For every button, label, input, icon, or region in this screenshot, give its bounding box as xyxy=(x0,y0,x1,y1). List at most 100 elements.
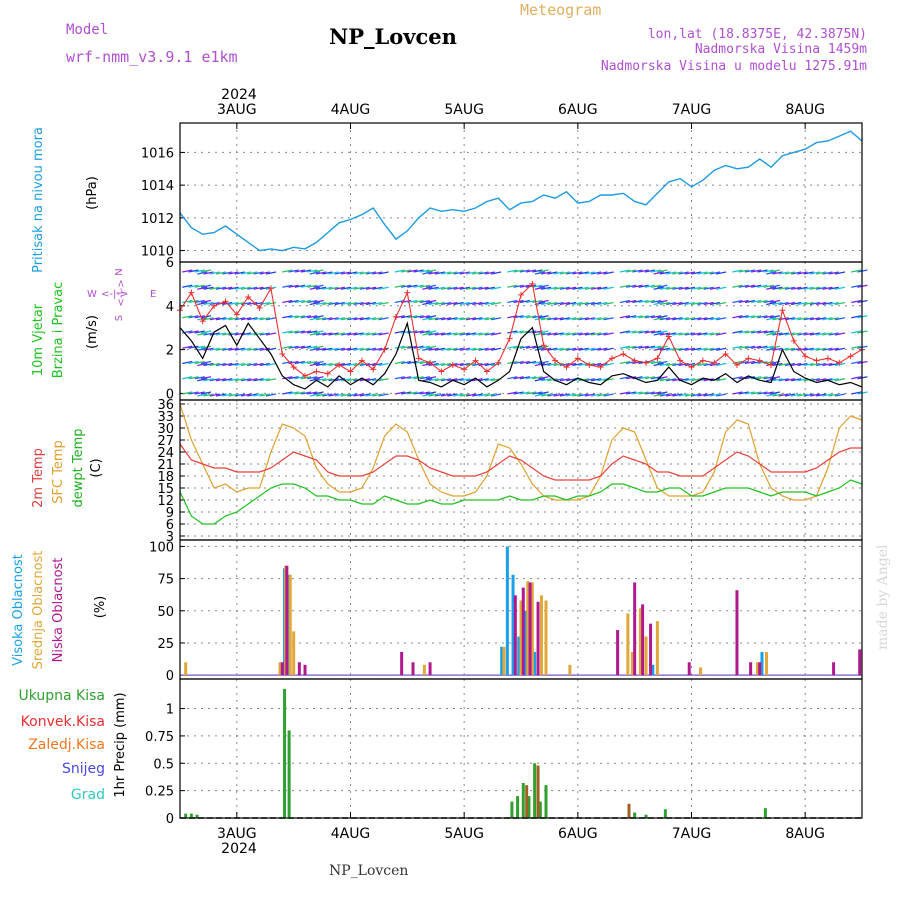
wind-arrow xyxy=(419,269,430,273)
temp-ylabel-1: 2m Temp xyxy=(31,448,46,508)
wind-arrow xyxy=(578,332,589,336)
wind-arrow xyxy=(553,347,564,351)
wind-arrow xyxy=(407,391,418,395)
wind-arrow xyxy=(240,271,252,275)
wind-arrow xyxy=(394,391,405,395)
wind-arrow xyxy=(447,317,458,321)
wind-arrow xyxy=(465,271,477,275)
wind-arrow xyxy=(519,391,530,395)
wind-arrow xyxy=(519,315,530,319)
cloud-bar-low xyxy=(649,623,653,676)
wind-arrow xyxy=(378,332,389,336)
wind-arrow xyxy=(651,391,662,395)
wind-arrow xyxy=(194,330,205,334)
wind-arrow xyxy=(307,284,318,288)
wind-arrow xyxy=(732,376,743,380)
wind-arrow xyxy=(313,299,324,304)
wind-arrow xyxy=(309,347,320,351)
cloud-bar-low xyxy=(758,662,762,676)
wind-arrow xyxy=(240,393,252,397)
wind-arrow xyxy=(553,393,564,397)
wind-arrow xyxy=(651,269,662,273)
wind-arrow xyxy=(619,269,631,273)
wind-arrow xyxy=(732,284,743,288)
t2m-line xyxy=(179,443,862,481)
wind-arrow xyxy=(644,330,656,334)
wind-arrow xyxy=(525,315,537,319)
wind-arrow xyxy=(440,332,452,336)
wind-arrow xyxy=(769,269,781,273)
wind-arrow xyxy=(194,376,205,380)
wind-arrow xyxy=(315,317,327,321)
wind-arrow xyxy=(566,393,577,397)
wind-arrow xyxy=(791,286,802,290)
wind-arrow xyxy=(247,286,258,290)
wind-arrow xyxy=(584,271,596,275)
wind-arrow xyxy=(334,332,345,336)
wind-arrow xyxy=(619,299,631,304)
cloud-unit: (%) xyxy=(93,596,108,619)
wind-arrow xyxy=(709,301,721,306)
legend-snow: Snijeg xyxy=(62,761,105,777)
wind-arrow xyxy=(422,332,433,336)
wind-arrow xyxy=(653,271,664,275)
wind-arrow xyxy=(751,299,762,304)
wind-arrow xyxy=(766,286,777,290)
wind-arrow xyxy=(525,360,537,365)
wind-arrow xyxy=(763,269,774,273)
x-tick-label-top: 3AUG xyxy=(217,102,257,118)
wind-arrow xyxy=(547,393,558,397)
wind-arrow xyxy=(347,332,358,336)
wind-arrow xyxy=(578,317,589,321)
wind-arrow xyxy=(228,347,239,351)
wind-arrow xyxy=(584,286,596,290)
wind-arrow xyxy=(738,391,749,395)
y-tick-label: 2 xyxy=(166,344,174,359)
wind-arrow xyxy=(422,317,433,321)
wind-arrow xyxy=(651,315,662,319)
wind-arrow xyxy=(453,378,464,382)
wind-arrow xyxy=(822,301,833,306)
cloud-bar-low xyxy=(616,630,620,676)
wind-arrow xyxy=(691,347,702,351)
wind-arrow xyxy=(578,301,589,306)
wind-ylabel-1: 10m Vjetar xyxy=(31,303,46,376)
wind-arrow xyxy=(490,301,502,306)
wind-arrow xyxy=(738,345,749,349)
wind-arrow xyxy=(519,376,530,380)
cloud-ylabel-3: Niska Oblacnost xyxy=(51,558,66,663)
wind-arrow xyxy=(816,393,827,397)
wind-arrow xyxy=(803,332,814,336)
yaxis-pressure: 1010 1012 1014 1016 xyxy=(141,146,862,260)
y-tick-label: 6 xyxy=(166,518,174,533)
precip-bar-total xyxy=(527,796,531,818)
wind-arrow xyxy=(732,345,743,349)
wind-arrow xyxy=(328,347,339,351)
wind-arrow xyxy=(591,271,602,275)
wind-arrow xyxy=(525,284,537,288)
wind-arrow xyxy=(307,376,318,380)
wind-arrow xyxy=(259,317,270,321)
wind-arrow xyxy=(678,332,689,336)
wind-arrow xyxy=(659,362,671,367)
wind-arrow xyxy=(507,284,518,288)
wind-arrow xyxy=(419,376,430,380)
wind-arrow xyxy=(651,284,662,288)
wind-arrow xyxy=(334,393,345,397)
wind-arrow xyxy=(697,362,708,367)
wind-arrow xyxy=(209,378,220,382)
wind-arrow xyxy=(347,393,358,397)
wind-arrow xyxy=(253,378,264,382)
wind-arrow xyxy=(603,286,614,290)
wind-arrow xyxy=(816,332,827,336)
wind-arrow xyxy=(684,378,696,382)
wind-arrow xyxy=(394,284,405,288)
wind-arrow xyxy=(372,271,383,275)
wind-arrow xyxy=(434,347,445,351)
wind-arrow xyxy=(300,330,312,334)
wind-arrow xyxy=(428,393,439,397)
wind-arrow xyxy=(447,378,458,382)
wind-arrow xyxy=(447,332,458,336)
wind-arrow xyxy=(851,391,862,395)
cloud-bar-mid xyxy=(422,664,426,676)
